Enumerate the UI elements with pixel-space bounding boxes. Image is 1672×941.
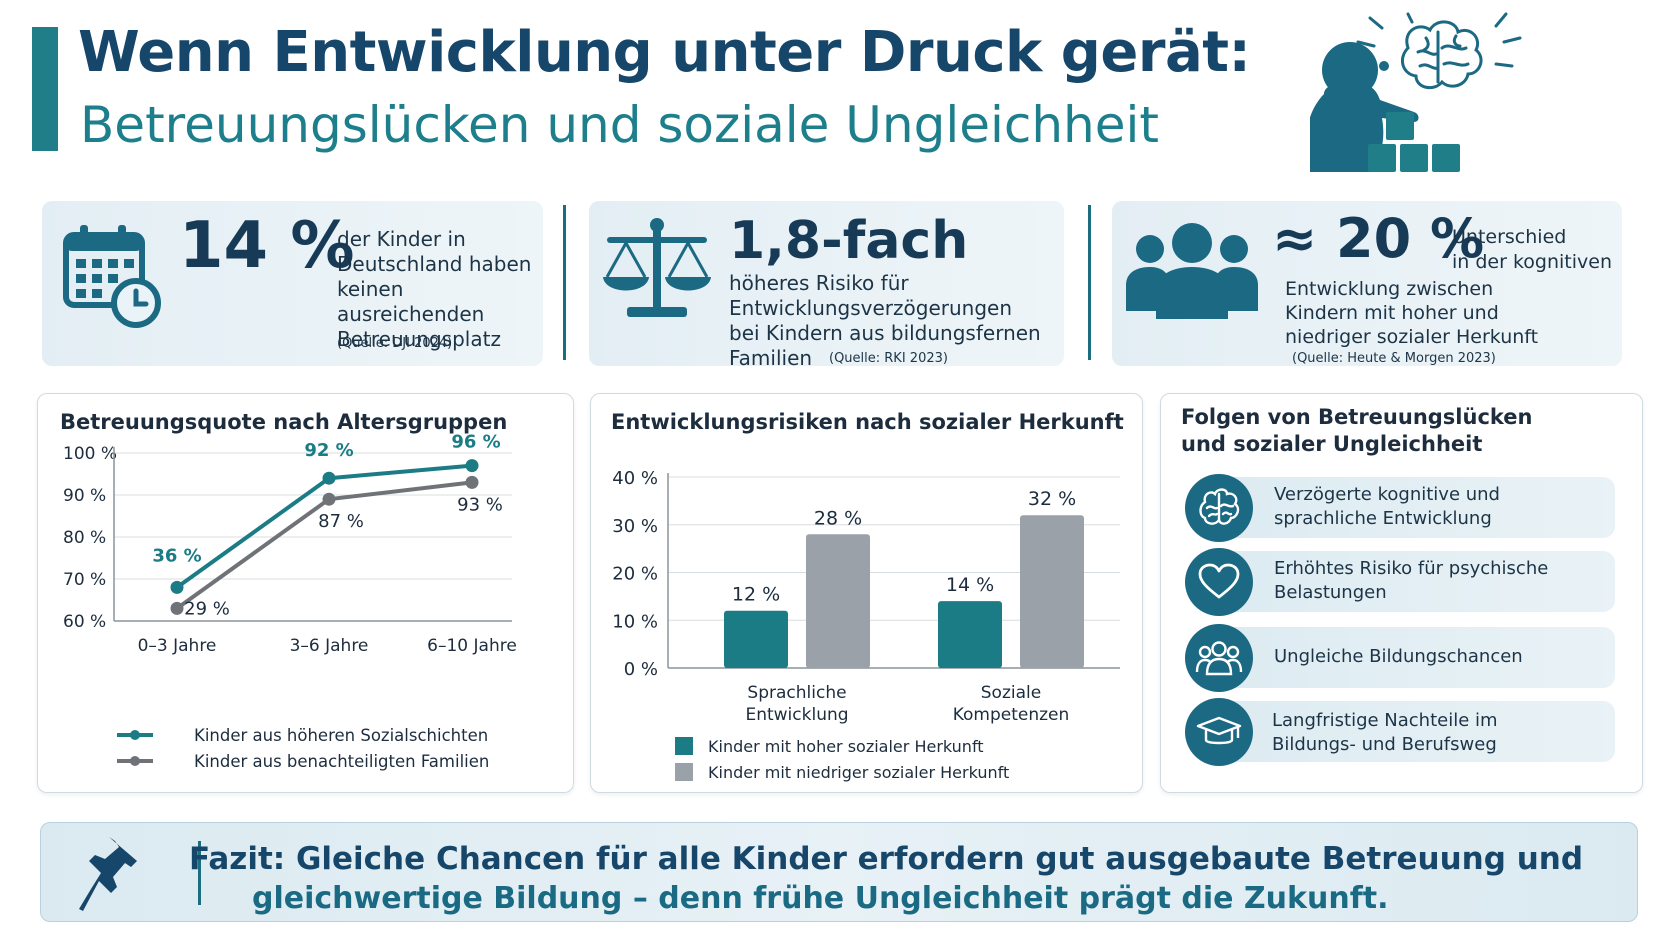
graduation-cap-icon: [1185, 698, 1253, 766]
x-tick-label: Entwicklung: [745, 705, 848, 725]
stat-source: (Quelle: Heute & Morgen 2023): [1292, 351, 1496, 366]
scales-icon: [603, 218, 711, 317]
consequences-title: Folgen von Betreuungslücken und sozialer…: [1181, 405, 1533, 456]
consequence-label: Verzögerte kognitive und sprachliche Ent…: [1274, 484, 1500, 529]
stat-card-risiko: 1,8-fach höheres Risiko für Entwicklungs…: [589, 201, 1064, 370]
data-label: 96 %: [451, 432, 500, 453]
footer-divider: [198, 841, 201, 905]
y-tick-label: 80 %: [63, 528, 106, 548]
data-label: 92 %: [304, 440, 353, 461]
y-tick-label: 40 %: [612, 468, 658, 489]
x-tick-label: Kompetenzen: [953, 705, 1070, 725]
data-label: 87 %: [318, 511, 364, 532]
stat-card-betreuung: 14 % der Kinder in Deutschland haben kei…: [42, 201, 543, 366]
data-point: [465, 475, 479, 489]
chart-title: Entwicklungsrisiken nach sozialer Herkun…: [611, 410, 1124, 434]
calendar-clock-icon: [63, 225, 161, 328]
stat-value: ≈ 20 %: [1272, 207, 1485, 270]
stat-description-cont: Entwicklung zwischen Kindern mit hoher u…: [1285, 278, 1539, 348]
page-title: Wenn Entwicklung unter Druck gerät:: [78, 20, 1251, 85]
data-label: 36 %: [152, 545, 201, 566]
consequence-item: Verzögerte kognitive und sprachliche Ent…: [1200, 477, 1615, 538]
consequence-item: Langfristige Nachteile im Bildungs- und …: [1200, 701, 1615, 762]
bar: [938, 601, 1002, 668]
legend-label: Kinder mit niedriger sozialer Herkunft: [708, 763, 1009, 782]
y-tick-label: 70 %: [63, 570, 106, 590]
child-with-blocks-illustration-icon: [1310, 12, 1522, 172]
legend-label: Kinder mit hoher sozialer Herkunft: [708, 737, 984, 756]
consequence-label: Ungleiche Bildungschancen: [1274, 646, 1523, 667]
data-label: 93 %: [457, 494, 503, 515]
stat-description-last-line: Familien: [729, 346, 813, 370]
y-tick-label: 10 %: [612, 611, 658, 632]
legend-label: Kinder aus benachteiligten Familien: [194, 752, 489, 771]
page-subtitle: Betreuungslücken und soziale Ungleichhei…: [80, 96, 1160, 154]
consequence-label: Erhöhtes Risiko für psychische Belastung…: [1274, 558, 1549, 603]
legend-label: Kinder aus höheren Sozialschichten: [194, 726, 488, 745]
legend-swatch: [675, 763, 693, 781]
y-tick-label: 30 %: [612, 516, 658, 537]
data-point: [170, 580, 184, 594]
stat-description: der Kinder in Deutschland haben keinen a…: [337, 227, 532, 351]
stat-description: Unterschied in der kognitiven: [1452, 226, 1612, 273]
bar: [724, 610, 788, 668]
legend-marker: [130, 756, 140, 766]
bar-chart: 40 % 30 % 20 % 10 % 0 % 12 % 28 % SprachlicheEn…: [612, 468, 1120, 782]
conclusion-line-1: Fazit: Gleiche Chancen für alle Kinder e…: [189, 841, 1584, 877]
conclusion-banner: Fazit: Gleiche Chancen für alle Kinder e…: [40, 822, 1638, 922]
bar: [1020, 515, 1084, 668]
stat-value: 1,8-fach: [729, 211, 969, 271]
y-tick-label: 60 %: [63, 612, 106, 632]
consequence-item: Erhöhtes Risiko für psychische Belastung…: [1200, 551, 1615, 612]
divider: [563, 205, 566, 360]
y-tick-label: 20 %: [612, 564, 658, 585]
divider: [1088, 205, 1091, 360]
data-label: 14 %: [946, 574, 994, 596]
data-point: [465, 459, 479, 473]
people-icon: [1185, 624, 1253, 692]
data-point: [170, 601, 184, 615]
title-accent-bar: [32, 27, 58, 151]
line-chart: 100 % 90 % 80 % 70 % 60 % 0–3 Jahre 3–6 Jahre 6…: [63, 432, 517, 771]
brain-icon: [1185, 474, 1253, 542]
consequence-label: Langfristige Nachteile im Bildungs- und …: [1272, 710, 1498, 755]
data-label: 32 %: [1028, 488, 1076, 510]
x-tick-label: 6–10 Jahre: [427, 636, 517, 656]
bar: [806, 534, 870, 668]
stat-value: 14 %: [179, 209, 355, 283]
people-group-icon: [1126, 223, 1258, 319]
line-chart-panel: Betreuungsquote nach Altersgruppen: [37, 393, 574, 793]
y-tick-label: 0 %: [624, 659, 658, 680]
legend-swatch: [675, 737, 693, 755]
conclusion-line-2: gleichwertige Bildung – denn frühe Ungle…: [252, 881, 1389, 916]
data-point: [322, 492, 336, 506]
stat-source: (Quelle: RKI 2023): [829, 351, 948, 366]
y-tick-label: 100 %: [63, 444, 117, 464]
stat-source: (Quelle: DJI 2024): [337, 336, 453, 351]
heart-icon: [1185, 548, 1253, 616]
x-tick-label: 0–3 Jahre: [138, 636, 217, 656]
stat-card-unterschied: ≈ 20 % Unterschied in der kognitiven Ent…: [1112, 201, 1622, 366]
stat-description: höheres Risiko für Entwicklungsverzögeru…: [729, 271, 1041, 345]
pin-icon: [79, 837, 137, 911]
data-point: [322, 471, 336, 485]
data-label: 29 %: [184, 598, 230, 619]
consequence-item: Ungleiche Bildungschancen: [1200, 627, 1615, 688]
x-tick-label: 3–6 Jahre: [290, 636, 369, 656]
data-label: 12 %: [732, 584, 780, 606]
legend-marker: [130, 730, 140, 740]
x-tick-label: Sprachliche: [747, 683, 846, 703]
chart-title: Betreuungsquote nach Altersgruppen: [60, 410, 508, 434]
x-tick-label: Soziale: [981, 683, 1041, 703]
y-tick-label: 90 %: [63, 486, 106, 506]
data-label: 28 %: [814, 507, 862, 529]
